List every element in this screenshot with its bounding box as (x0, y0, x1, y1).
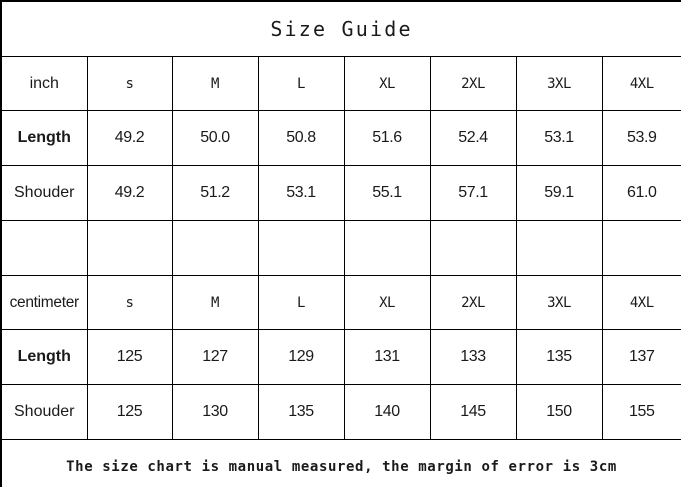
size-header-s-cm: s (86, 275, 173, 330)
spacer-cell (86, 220, 173, 276)
size-header-4xl-inch: 4XL (601, 56, 681, 111)
cell-length-cm-l: 129 (257, 329, 345, 385)
spacer-cell (601, 220, 681, 276)
table-row: Shouder 125 130 135 140 145 150 155 (0, 384, 681, 440)
row-label-shouder-cm: Shouder (0, 384, 88, 440)
cell-shouder-cm-2xl: 145 (429, 384, 517, 440)
unit-label-centimeter: centimeter (0, 275, 88, 330)
unit-header-row-inch: inch s M L XL 2XL 3XL 4XL (0, 56, 681, 111)
size-header-m-cm: M (171, 275, 259, 330)
unit-header-row-centimeter: centimeter s M L XL 2XL 3XL 4XL (0, 275, 681, 330)
size-header-4xl-cm: 4XL (601, 275, 681, 330)
cell-shouder-cm-4xl: 155 (601, 384, 681, 440)
spacer-cell (343, 220, 431, 276)
cell-shouder-cm-m: 130 (171, 384, 259, 440)
cell-shouder-inch-2xl: 57.1 (429, 165, 517, 221)
size-header-s-inch: s (86, 56, 173, 111)
cell-shouder-cm-l: 135 (257, 384, 345, 440)
cell-length-cm-2xl: 133 (429, 329, 517, 385)
spacer-row (0, 220, 681, 276)
size-header-2xl-cm: 2XL (429, 275, 517, 330)
size-header-2xl-inch: 2XL (429, 56, 517, 111)
cell-shouder-cm-s: 125 (86, 384, 173, 440)
row-label-shouder-inch: Shouder (0, 165, 88, 221)
cell-length-inch-xl: 51.6 (343, 110, 431, 166)
title-row: Size Guide (0, 0, 681, 57)
cell-shouder-cm-xl: 140 (343, 384, 431, 440)
row-label-length-inch: Length (0, 110, 88, 166)
size-header-xl-inch: XL (343, 56, 431, 111)
spacer-cell (257, 220, 345, 276)
table-row: Length 49.2 50.0 50.8 51.6 52.4 53.1 53.… (0, 110, 681, 166)
measurement-disclaimer: The size chart is manual measured, the m… (0, 439, 681, 487)
page-title: Size Guide (0, 0, 681, 57)
size-header-l-cm: L (257, 275, 345, 330)
size-header-3xl-inch: 3XL (515, 56, 603, 111)
cell-length-cm-3xl: 135 (515, 329, 603, 385)
cell-length-cm-m: 127 (171, 329, 259, 385)
cell-shouder-inch-4xl: 61.0 (601, 165, 681, 221)
cell-shouder-cm-3xl: 150 (515, 384, 603, 440)
cell-shouder-inch-xl: 55.1 (343, 165, 431, 221)
table-row: Length 125 127 129 131 133 135 137 (0, 329, 681, 385)
cell-shouder-inch-l: 53.1 (257, 165, 345, 221)
spacer-cell (515, 220, 603, 276)
row-label-length-cm: Length (0, 329, 88, 385)
cell-shouder-inch-s: 49.2 (86, 165, 173, 221)
cell-length-cm-s: 125 (86, 329, 173, 385)
cell-length-inch-s: 49.2 (86, 110, 173, 166)
cell-length-cm-4xl: 137 (601, 329, 681, 385)
unit-label-inch: inch (0, 56, 88, 111)
spacer-cell (429, 220, 517, 276)
size-header-m-inch: M (171, 56, 259, 111)
table-row: Shouder 49.2 51.2 53.1 55.1 57.1 59.1 61… (0, 165, 681, 221)
cell-length-inch-3xl: 53.1 (515, 110, 603, 166)
cell-length-inch-2xl: 52.4 (429, 110, 517, 166)
cell-length-inch-l: 50.8 (257, 110, 345, 166)
spacer-cell (0, 220, 88, 276)
cell-length-inch-m: 50.0 (171, 110, 259, 166)
cell-length-inch-4xl: 53.9 (601, 110, 681, 166)
size-header-l-inch: L (257, 56, 345, 111)
spacer-cell (171, 220, 259, 276)
cell-length-cm-xl: 131 (343, 329, 431, 385)
cell-shouder-inch-3xl: 59.1 (515, 165, 603, 221)
cell-shouder-inch-m: 51.2 (171, 165, 259, 221)
footer-row: The size chart is manual measured, the m… (0, 439, 681, 487)
size-header-xl-cm: XL (343, 275, 431, 330)
size-header-3xl-cm: 3XL (515, 275, 603, 330)
